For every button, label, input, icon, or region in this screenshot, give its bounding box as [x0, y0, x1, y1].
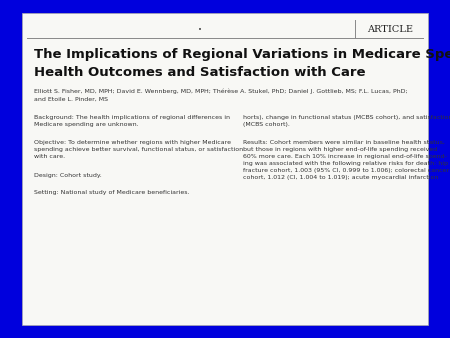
Text: The Implications of Regional Variations in Medicare Spending. Part 2:: The Implications of Regional Variations …	[34, 48, 450, 61]
Text: horts), change in functional status (MCBS cohort), and satisfaction
(MCBS cohort: horts), change in functional status (MCB…	[243, 115, 450, 127]
Text: •: •	[198, 27, 202, 33]
Text: Design: Cohort study.: Design: Cohort study.	[34, 173, 102, 178]
FancyBboxPatch shape	[22, 13, 428, 325]
Text: ARTICLE: ARTICLE	[367, 25, 413, 34]
Text: Elliott S. Fisher, MD, MPH; David E. Wennberg, MD, MPH; Thérèse A. Stukel, PhD; : Elliott S. Fisher, MD, MPH; David E. Wen…	[34, 88, 408, 94]
Text: and Etoile L. Pinder, MS: and Etoile L. Pinder, MS	[34, 97, 108, 102]
Text: Background: The health implications of regional differences in
Medicare spending: Background: The health implications of r…	[34, 115, 230, 127]
Text: Health Outcomes and Satisfaction with Care: Health Outcomes and Satisfaction with Ca…	[34, 66, 365, 79]
Text: Setting: National study of Medicare beneficiaries.: Setting: National study of Medicare bene…	[34, 190, 189, 195]
Text: Objective: To determine whether regions with higher Medicare
spending achieve be: Objective: To determine whether regions …	[34, 140, 243, 159]
Text: Results: Cohort members were similar in baseline health status,
but those in reg: Results: Cohort members were similar in …	[243, 140, 449, 180]
